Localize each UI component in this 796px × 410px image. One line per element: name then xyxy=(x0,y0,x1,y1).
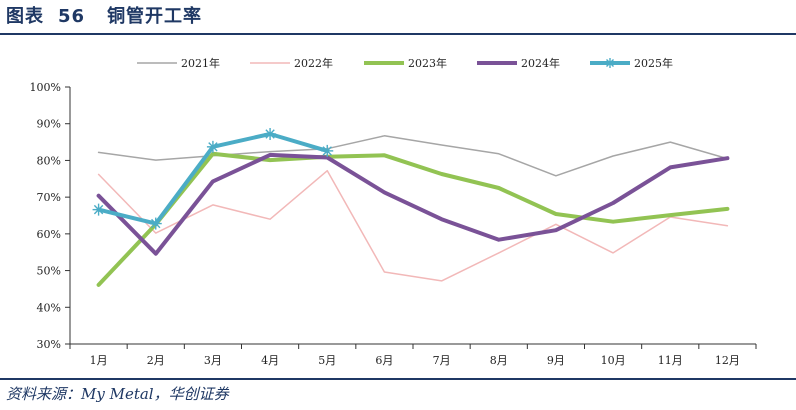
legend-label: 2025年 xyxy=(634,56,673,70)
x-tick-label: 3月 xyxy=(204,354,222,367)
data-point-marker xyxy=(321,144,334,157)
x-tick-label: 9月 xyxy=(547,354,565,367)
x-tick-label: 11月 xyxy=(658,354,683,367)
y-tick-label: 50% xyxy=(37,265,61,278)
x-tick-label: 12月 xyxy=(715,354,740,367)
legend-label: 2023年 xyxy=(408,56,447,70)
series-2024年 xyxy=(96,152,730,256)
series-2023年 xyxy=(96,151,730,287)
series-line xyxy=(97,169,729,282)
x-tick-label: 7月 xyxy=(433,354,451,367)
x-tick-label: 5月 xyxy=(318,354,336,367)
line-chart: 30% 40% 50% 60% 70% 80% 90% 100% 1月 2月 3月 4月 5月 6月 7月 8… xyxy=(30,56,757,367)
data-point-marker xyxy=(264,127,277,140)
series-line xyxy=(96,152,730,256)
series-2025年 xyxy=(92,127,334,230)
legend-label: 2021年 xyxy=(181,56,220,70)
x-tick-label: 1月 xyxy=(90,354,108,367)
legend-item-2021年: 2021年 xyxy=(137,56,220,70)
series-line xyxy=(96,151,730,287)
figure-title: 图表 56 铜管开工率 xyxy=(6,4,202,30)
y-tick-label: 70% xyxy=(37,191,61,204)
figure-label: 图表 xyxy=(6,6,44,27)
title-divider xyxy=(0,33,796,35)
y-tick-label: 30% xyxy=(37,338,61,351)
x-tick-label: 10月 xyxy=(601,354,626,367)
chart-axes: 30% 40% 50% 60% 70% 80% 90% 100% 1月 2月 3月 4月 5月 6月 7月 8… xyxy=(30,81,757,367)
series-layer xyxy=(92,127,730,287)
legend-marker xyxy=(606,58,614,68)
y-tick-label: 80% xyxy=(37,154,61,167)
figure-number: 56 xyxy=(58,6,86,27)
data-point-marker xyxy=(149,217,162,230)
source-note: 资料来源：My Metal，华创证券 xyxy=(6,385,229,403)
x-tick-label: 4月 xyxy=(261,354,279,367)
legend-item-2023年: 2023年 xyxy=(364,56,447,70)
chart-title: 铜管开工率 xyxy=(107,6,203,27)
series-2021年 xyxy=(97,135,729,177)
series-line xyxy=(97,135,729,177)
legend-item-2022年: 2022年 xyxy=(250,56,333,70)
y-tick-label: 40% xyxy=(37,301,61,314)
legend-item-2024年: 2024年 xyxy=(477,56,560,70)
y-tick-label: 100% xyxy=(30,81,61,94)
y-tick-label: 90% xyxy=(37,118,61,131)
x-tick-label: 6月 xyxy=(375,354,393,367)
data-point-marker xyxy=(92,203,105,216)
source-divider xyxy=(0,378,796,380)
data-point-marker xyxy=(206,140,219,153)
chart-legend: 2021年 2022年 2023年 2024年 2025年 xyxy=(137,56,673,70)
series-2022年 xyxy=(97,169,729,282)
x-tick-label: 2月 xyxy=(147,354,165,367)
y-tick-label: 60% xyxy=(37,228,61,241)
legend-item-2025年: 2025年 xyxy=(590,56,673,70)
x-tick-label: 8月 xyxy=(490,354,508,367)
legend-label: 2024年 xyxy=(521,56,560,70)
legend-label: 2022年 xyxy=(294,56,333,70)
